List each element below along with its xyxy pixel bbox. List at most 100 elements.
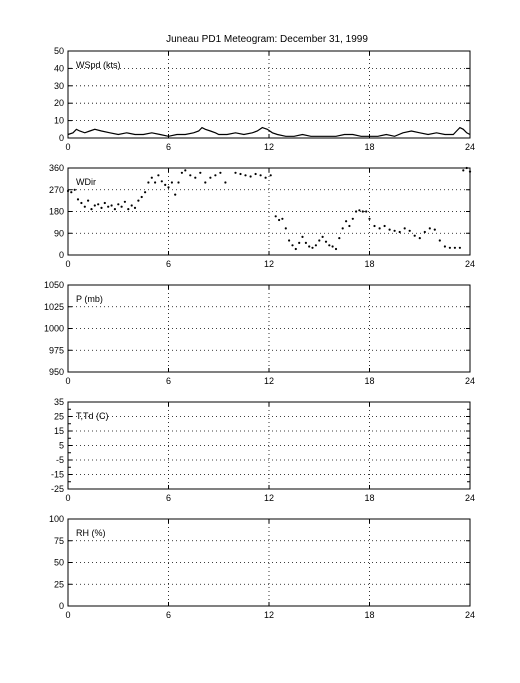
data-point-wdir — [438, 239, 441, 242]
series-line-wspd — [67, 126, 471, 137]
data-point-wdir — [189, 174, 192, 177]
y-tick-label: 0 — [59, 133, 64, 143]
figure-title: Juneau PD1 Meteogram: December 31, 1999 — [166, 34, 368, 45]
y-tick-label: 15 — [54, 426, 64, 436]
data-point-wdir — [413, 234, 416, 237]
y-tick-label: 360 — [49, 163, 64, 173]
data-point-wdir — [418, 237, 421, 240]
data-point-wdir — [209, 176, 212, 179]
panel-label-wdir: WDir — [76, 177, 96, 187]
data-point-wdir — [199, 171, 202, 174]
data-point-wdir — [160, 180, 163, 183]
data-point-wdir — [274, 215, 277, 218]
data-point-wdir — [239, 172, 242, 176]
data-point-wdir — [194, 176, 197, 179]
x-tick-label: 6 — [166, 376, 171, 386]
data-point-wdir — [393, 229, 396, 232]
data-point-wdir — [331, 245, 334, 248]
data-point-wdir — [177, 181, 180, 184]
data-point-wdir — [150, 176, 153, 179]
data-point-wdir — [120, 205, 123, 208]
y-tick-label: 25 — [54, 579, 64, 589]
x-tick-label: 12 — [264, 493, 274, 503]
data-point-wdir — [157, 174, 160, 177]
panel-wdir: 0 6 12 18 24 0 90 180 270 360 WDir — [49, 163, 475, 269]
y-tick-label: 30 — [54, 81, 64, 91]
data-point-wdir — [117, 203, 120, 206]
data-point-wdir — [214, 174, 217, 177]
data-point-wdir — [259, 174, 262, 177]
data-point-wdir — [368, 217, 371, 220]
data-point-wdir — [83, 205, 86, 208]
y-tick-label: 950 — [49, 367, 64, 377]
data-point-wdir — [234, 171, 237, 174]
data-point-wdir — [244, 174, 247, 177]
y-tick-label: 0 — [59, 250, 64, 260]
y-tick-label: 270 — [49, 185, 64, 195]
data-point-wdir — [403, 227, 406, 230]
x-tick-label: 24 — [465, 142, 475, 152]
x-tick-label: 24 — [465, 493, 475, 503]
x-tick-label: 6 — [166, 610, 171, 620]
data-point-wdir — [264, 176, 267, 179]
data-point-wdir — [348, 224, 351, 228]
data-point-wdir — [308, 245, 311, 248]
data-point-wdir — [311, 246, 314, 249]
y-tick-label: 90 — [54, 228, 64, 238]
data-point-wdir — [433, 228, 436, 231]
x-tick-label: 0 — [65, 376, 70, 386]
data-point-wdir — [269, 174, 272, 177]
x-tick-label: 6 — [166, 259, 171, 269]
data-point-wdir — [321, 235, 324, 238]
data-point-wdir — [107, 205, 110, 208]
x-tick-label: 18 — [364, 376, 374, 386]
data-point-wdir — [398, 230, 401, 234]
data-point-wdir — [278, 218, 281, 222]
data-point-wdir — [294, 247, 297, 251]
data-point-wdir — [73, 188, 76, 191]
data-point-wdir — [465, 166, 468, 170]
y-tick-label: 100 — [49, 514, 64, 524]
data-point-wdir — [123, 200, 126, 203]
data-point-wdir — [127, 208, 130, 211]
panel-temp: 0 6 12 18 24 -25 -15 -5 5 15 25 35 T,Td (C) — [51, 397, 475, 503]
y-tick-label: 50 — [54, 46, 64, 56]
y-tick-label: 5 — [59, 441, 64, 451]
data-point-wdir — [66, 189, 70, 193]
data-point-wdir — [224, 181, 227, 184]
x-tick-label: 18 — [364, 142, 374, 152]
x-tick-label: 24 — [465, 259, 475, 269]
data-point-wdir — [154, 181, 157, 184]
data-point-wdir — [76, 198, 80, 201]
data-point-wdir — [365, 210, 368, 213]
data-point-wdir — [87, 199, 90, 202]
y-tick-label: 180 — [49, 207, 64, 217]
data-point-wdir — [204, 181, 207, 184]
x-tick-label: 0 — [65, 142, 70, 152]
panel-label-pres: P (mb) — [76, 294, 103, 304]
data-point-wdir — [113, 208, 116, 211]
data-point-wdir — [324, 240, 328, 243]
y-tick-label: 1025 — [44, 302, 64, 312]
x-tick-label: 12 — [264, 610, 274, 620]
panel-pres: 0 6 12 18 24 950 975 1000 1025 1050 P (mb) — [44, 280, 475, 386]
data-point-wdir — [448, 246, 451, 249]
x-tick-label: 0 — [65, 493, 70, 503]
x-tick-label: 12 — [264, 142, 274, 152]
data-point-wdir — [93, 204, 96, 207]
y-tick-label: -15 — [51, 470, 64, 480]
panel-wspd: 0 6 12 18 24 0 10 20 30 40 50 WSpd (kts) — [54, 46, 475, 152]
y-tick-label: -5 — [56, 455, 64, 465]
data-point-wdir — [338, 237, 341, 240]
data-point-wdir — [100, 206, 103, 209]
x-tick-label: 12 — [264, 259, 274, 269]
data-point-wdir — [281, 217, 284, 220]
data-point-wdir — [355, 210, 358, 213]
data-point-wdir — [334, 247, 338, 251]
panel-label-wspd: WSpd (kts) — [76, 60, 121, 70]
y-tick-label: 40 — [54, 63, 64, 73]
data-point-wdir — [388, 228, 391, 231]
data-point-wdir — [249, 175, 252, 178]
data-point-wdir — [133, 206, 137, 209]
